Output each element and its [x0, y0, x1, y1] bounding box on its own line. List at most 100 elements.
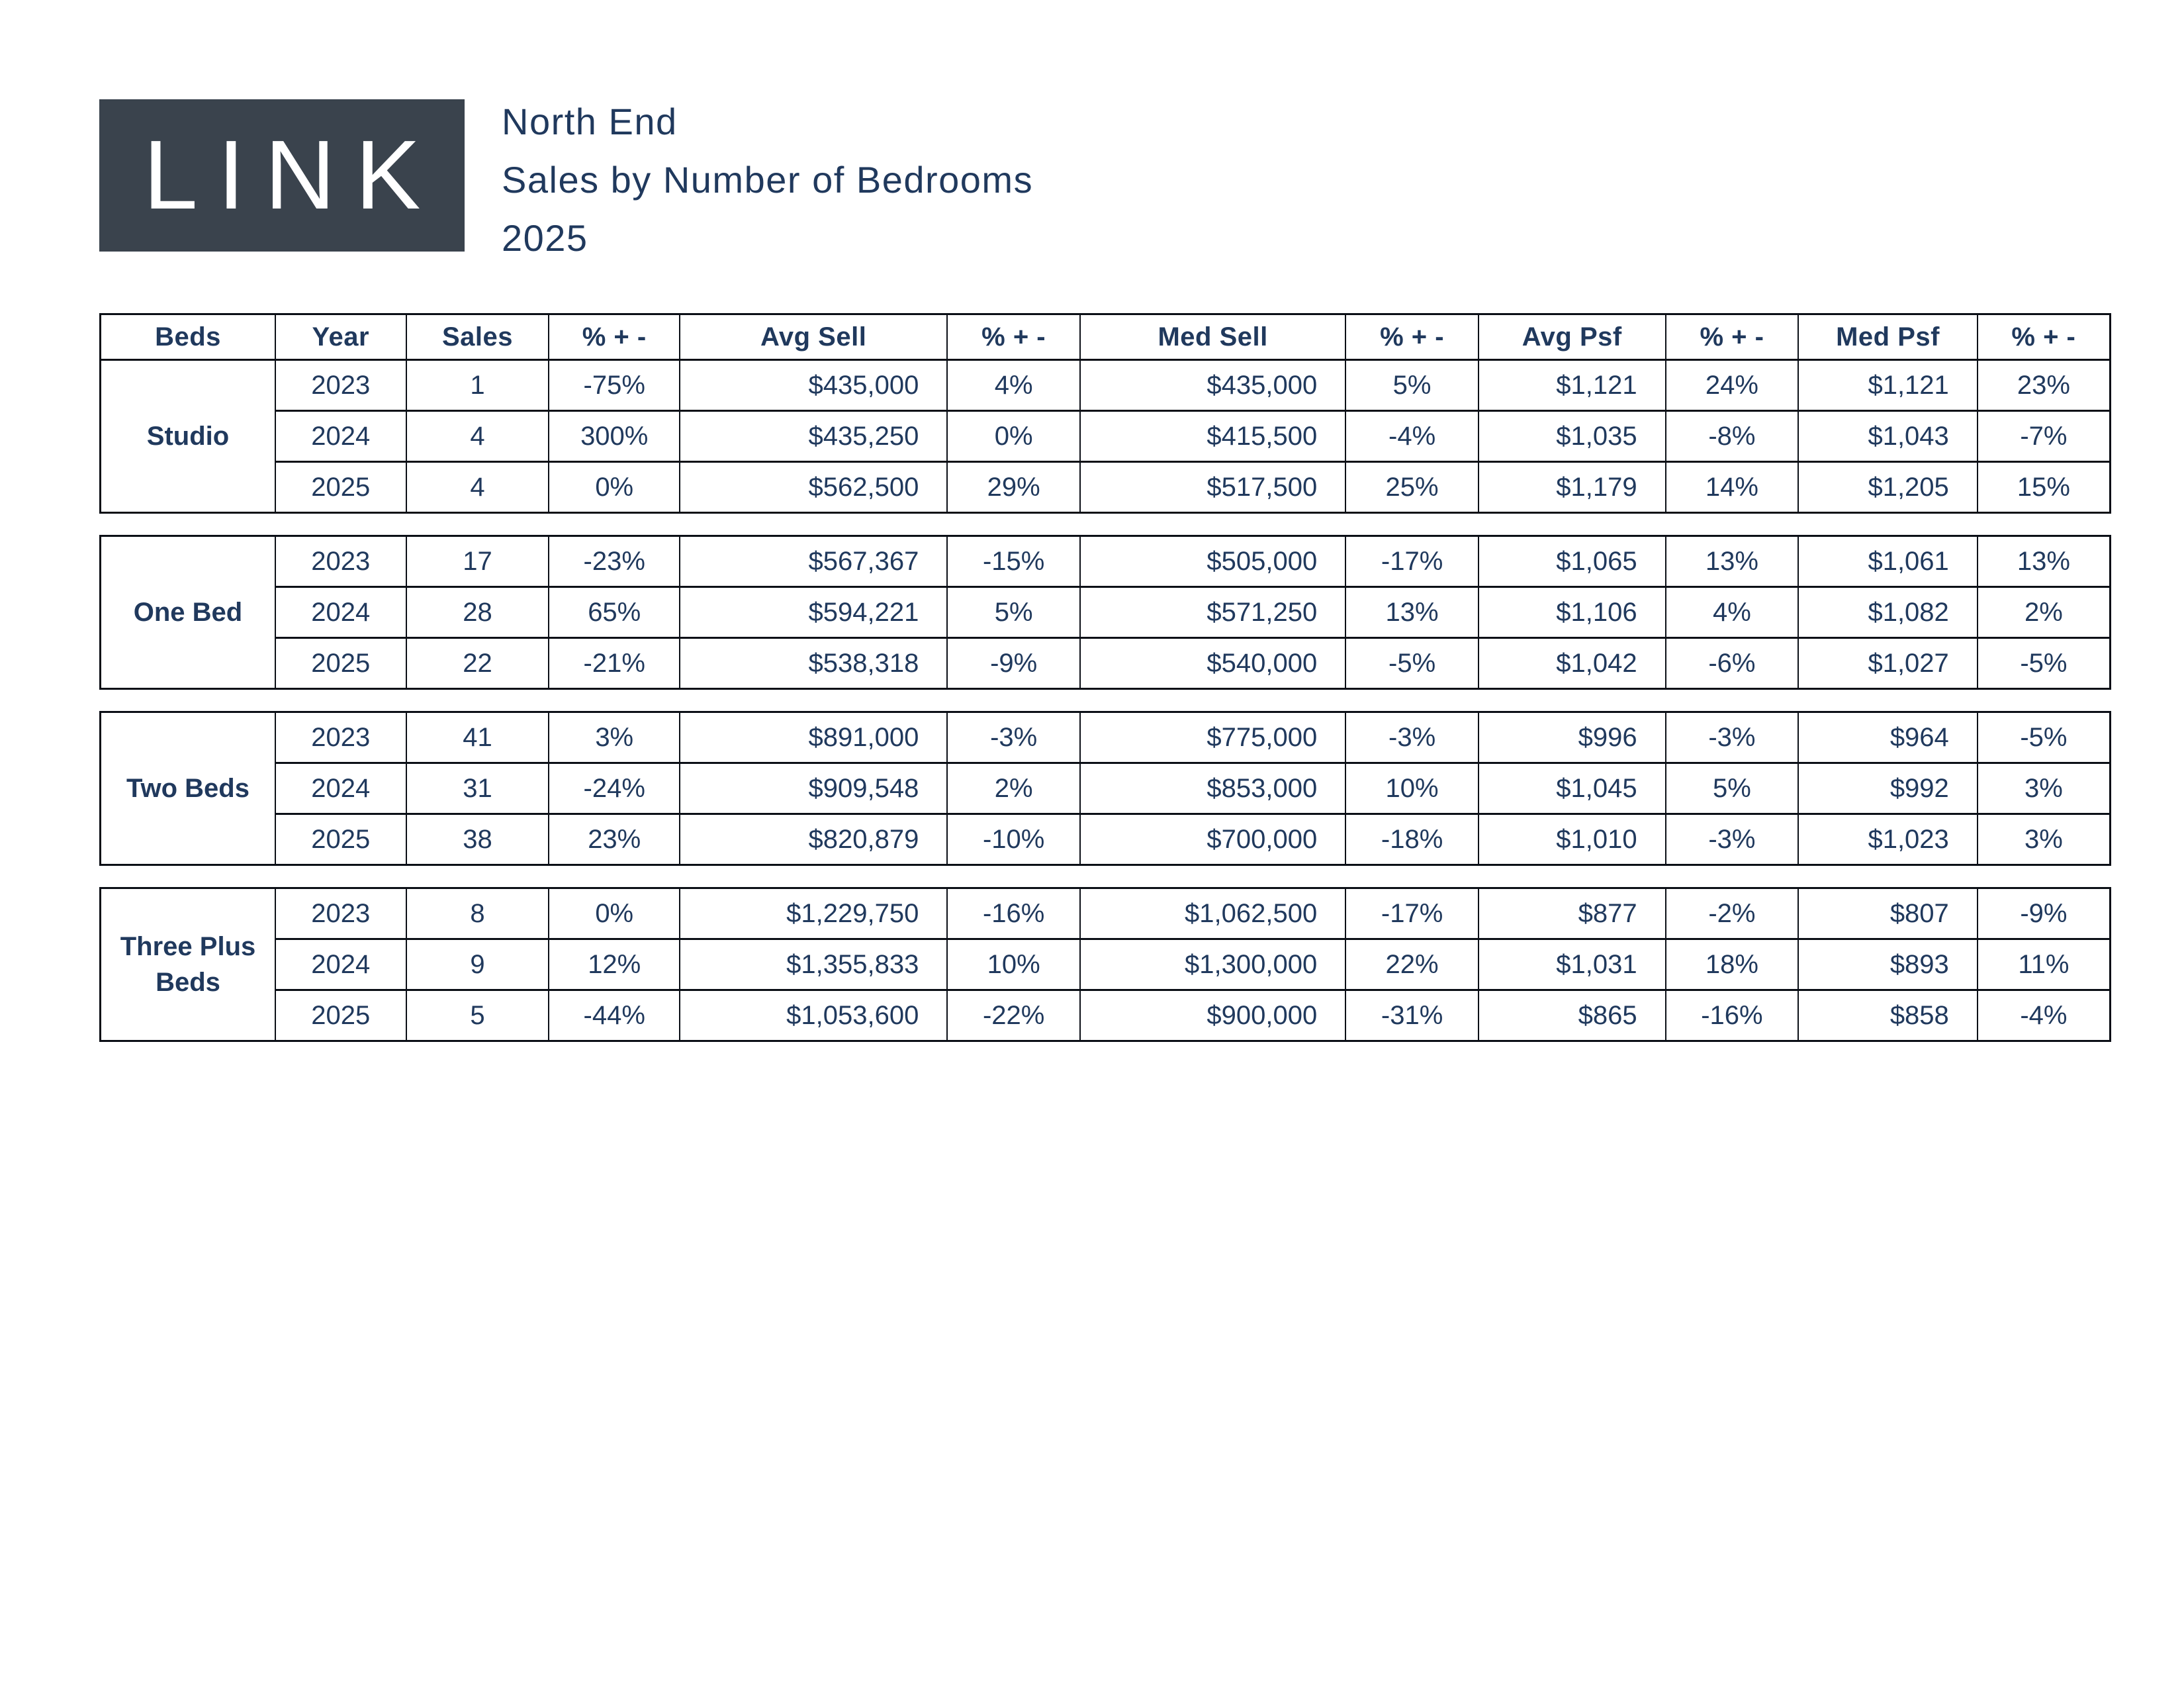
cell-avg-psf: $1,031 — [1477, 938, 1666, 991]
table-row: 2025 22 -21% $538,318 -9% $540,000 -5% $1,042 -6… — [101, 637, 2111, 690]
bed-type-label: Two Beds — [99, 711, 276, 866]
cell-med-sell: $1,300,000 — [1079, 938, 1347, 991]
cell-pct-avg-psf: -6% — [1664, 637, 1799, 690]
bed-type-label: Three Plus Beds — [99, 887, 276, 1042]
cell-pct-med-psf: 3% — [1976, 813, 2111, 866]
bed-group-two-beds: Two Beds 2023 41 3% $891,000 -3% $775,000 -3% $9… — [99, 711, 2111, 866]
cell-pct-avg-psf: -2% — [1664, 887, 1799, 940]
cell-pct-avg-sell: -16% — [946, 887, 1081, 940]
cell-med-psf: $992 — [1797, 762, 1978, 815]
cell-pct-med-sell: -4% — [1345, 410, 1479, 463]
cell-avg-sell: $1,355,833 — [679, 938, 948, 991]
column-header: % + - — [946, 313, 1081, 361]
cell-pct-sales: 300% — [548, 410, 681, 463]
bed-group-studio: Beds Year Sales% + - Avg Sell% + - Med Sell%… — [99, 313, 2111, 514]
cell-med-sell: $571,250 — [1079, 586, 1347, 639]
cell-avg-psf: $996 — [1477, 711, 1666, 764]
cell-pct-med-sell: -18% — [1345, 813, 1479, 866]
cell-pct-med-psf: 23% — [1976, 359, 2111, 412]
cell-pct-avg-psf: 18% — [1664, 938, 1799, 991]
cell-avg-psf: $1,010 — [1477, 813, 1666, 866]
cell-pct-avg-psf: 24% — [1664, 359, 1799, 412]
cell-pct-avg-psf: -3% — [1664, 813, 1799, 866]
cell-year: 2024 — [274, 762, 407, 815]
cell-pct-avg-psf: -16% — [1664, 989, 1799, 1042]
cell-year: 2024 — [274, 586, 407, 639]
column-header: Med Sell — [1079, 313, 1347, 361]
table-row: Two Beds 2023 41 3% $891,000 -3% $775,000 -3% $9… — [99, 711, 2111, 866]
cell-avg-sell: $909,548 — [679, 762, 948, 815]
cell-sales: 4 — [405, 461, 550, 514]
cell-pct-sales: -75% — [548, 359, 681, 412]
cell-sales: 1 — [405, 359, 550, 412]
cell-avg-psf: $877 — [1477, 887, 1666, 940]
cell-pct-avg-sell: -9% — [946, 637, 1081, 690]
cell-avg-sell: $567,367 — [679, 535, 948, 588]
cell-med-sell: $415,500 — [1079, 410, 1347, 463]
cell-pct-med-sell: 22% — [1345, 938, 1479, 991]
cell-year: 2023 — [274, 359, 407, 412]
cell-med-psf: $1,043 — [1797, 410, 1978, 463]
cell-med-sell: $853,000 — [1079, 762, 1347, 815]
table-row: 2025 5 -44% $1,053,600 -22% $900,000 -31% $865-… — [101, 989, 2111, 1042]
link-logo-text: LINK — [143, 120, 441, 230]
cell-avg-sell: $538,318 — [679, 637, 948, 690]
column-header: % + - — [548, 313, 681, 361]
cell-year: 2025 — [274, 637, 407, 690]
column-header: Med Psf — [1797, 313, 1978, 361]
cell-pct-sales: -24% — [548, 762, 681, 815]
table-header-row: Beds Year Sales% + - Avg Sell% + - Med Sell%… — [99, 313, 2111, 361]
cell-year: 2023 — [274, 887, 407, 940]
cell-sales: 5 — [405, 989, 550, 1042]
cell-pct-med-sell: 13% — [1345, 586, 1479, 639]
cell-pct-med-psf: -4% — [1976, 989, 2111, 1042]
cell-avg-psf: $1,045 — [1477, 762, 1666, 815]
table-row: Studio 2023 1 -75% $435,000 4% $435,000 5% $1,12… — [99, 359, 2111, 514]
cell-avg-sell: $820,879 — [679, 813, 948, 866]
cell-avg-sell: $1,229,750 — [679, 887, 948, 940]
cell-med-sell: $540,000 — [1079, 637, 1347, 690]
cell-pct-avg-psf: 13% — [1664, 535, 1799, 588]
cell-pct-sales: 65% — [548, 586, 681, 639]
cell-pct-med-psf: 2% — [1976, 586, 2111, 639]
cell-year: 2025 — [274, 461, 407, 514]
table-row: Three Plus Beds 2023 8 0% $1,229,750 -16% $1,0… — [99, 887, 2111, 1042]
table-row: 2024 4 300% $435,250 0% $415,500 -4% $1,035 -8% $… — [101, 410, 2111, 463]
column-header: % + - — [1664, 313, 1799, 361]
cell-pct-sales: 3% — [548, 711, 681, 764]
cell-pct-avg-sell: -15% — [946, 535, 1081, 588]
cell-avg-psf: $1,121 — [1477, 359, 1666, 412]
bed-group-three-plus-beds: Three Plus Beds 2023 8 0% $1,229,750 -16% $1,0… — [99, 887, 2111, 1042]
table-row: 2025 38 23% $820,879 -10% $700,000 -18% $1,010-… — [101, 813, 2111, 866]
column-header: Sales — [405, 313, 550, 361]
cell-pct-med-sell: -17% — [1345, 535, 1479, 588]
cell-sales: 17 — [405, 535, 550, 588]
cell-pct-med-psf: 15% — [1976, 461, 2111, 514]
cell-avg-psf: $1,035 — [1477, 410, 1666, 463]
cell-pct-sales: -44% — [548, 989, 681, 1042]
cell-avg-sell: $435,000 — [679, 359, 948, 412]
report-year: 2025 — [502, 217, 588, 259]
cell-pct-avg-psf: 14% — [1664, 461, 1799, 514]
cell-pct-avg-sell: -10% — [946, 813, 1081, 866]
cell-avg-psf: $1,106 — [1477, 586, 1666, 639]
table-row: One Bed 2023 17 -23% $567,367 -15% $505,000 -17… — [99, 535, 2111, 690]
cell-pct-avg-psf: 5% — [1664, 762, 1799, 815]
cell-year: 2024 — [274, 410, 407, 463]
cell-year: 2024 — [274, 938, 407, 991]
column-header: Beds — [99, 313, 276, 361]
column-header: % + - — [1345, 313, 1479, 361]
column-header: Avg Psf — [1477, 313, 1666, 361]
cell-pct-med-psf: -7% — [1976, 410, 2111, 463]
cell-pct-med-psf: -5% — [1976, 637, 2111, 690]
cell-pct-avg-sell: 0% — [946, 410, 1081, 463]
cell-avg-sell: $562,500 — [679, 461, 948, 514]
cell-pct-avg-psf: -3% — [1664, 711, 1799, 764]
table-row: 2024 31 -24% $909,548 2% $853,000 10% $1,045 5% $… — [101, 762, 2111, 815]
cell-med-psf: $893 — [1797, 938, 1978, 991]
cell-pct-avg-sell: -3% — [946, 711, 1081, 764]
cell-pct-med-psf: -5% — [1976, 711, 2111, 764]
cell-pct-sales: 0% — [548, 461, 681, 514]
cell-med-sell: $517,500 — [1079, 461, 1347, 514]
sales-by-bedrooms-table: Beds Year Sales% + - Avg Sell% + - Med Sell%… — [99, 313, 2111, 1063]
